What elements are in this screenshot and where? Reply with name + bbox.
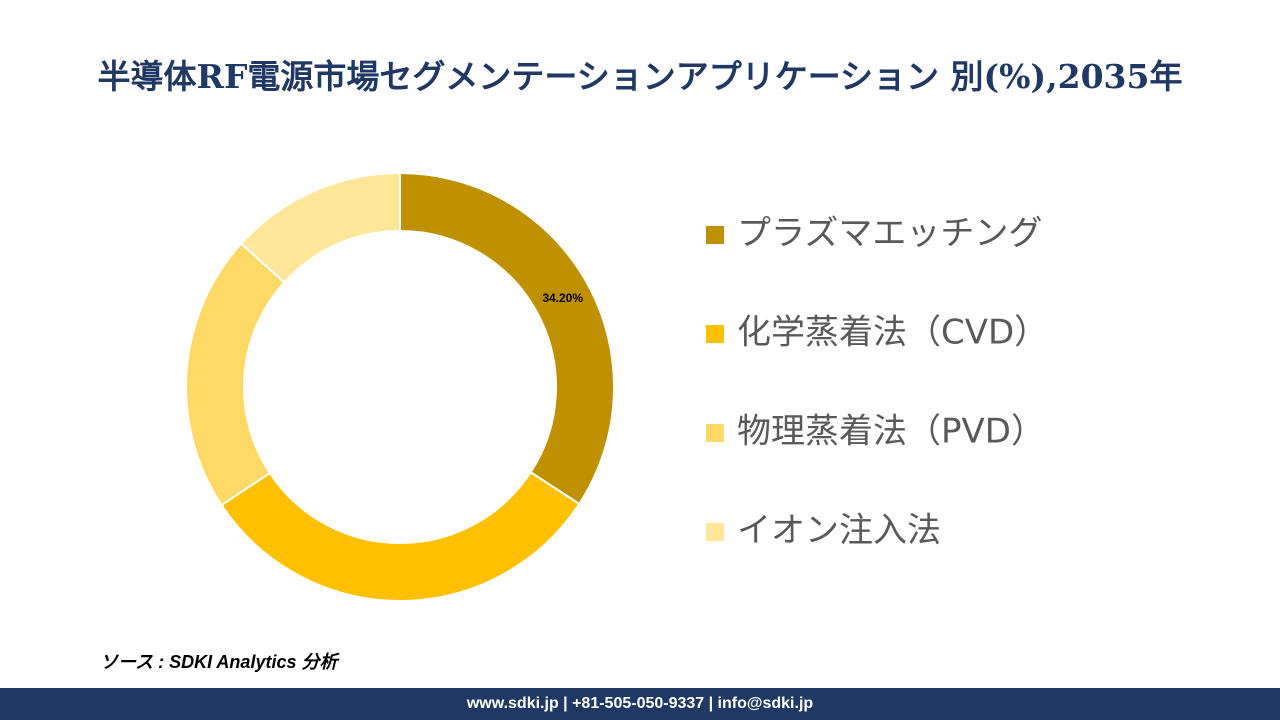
chart-title: 半導体RF電源市場セグメンテーションアプリケーション 別(%),2035年 [97,57,1183,96]
footer: www.sdki.jp | +81-505-050-9337 | info@sd… [0,688,1280,720]
legend-swatch [706,325,724,343]
legend-label: 物理蒸着法（PVD） [737,412,1045,452]
donut-segment [220,470,581,602]
value-label: 34.20% [542,291,583,305]
legend-swatch [706,523,724,541]
legend-swatch [706,226,724,244]
donut-segment [185,242,286,507]
donut-segment [239,171,401,284]
legend-swatch [706,424,724,442]
source-note: ソース : SDKI Analytics 分析 [100,652,338,672]
legend-label: イオン注入法 [737,511,941,551]
donut-segment [399,171,615,506]
legend-label: 化学蒸着法（CVD） [737,313,1048,353]
legend-label: プラズマエッチング [737,214,1042,254]
